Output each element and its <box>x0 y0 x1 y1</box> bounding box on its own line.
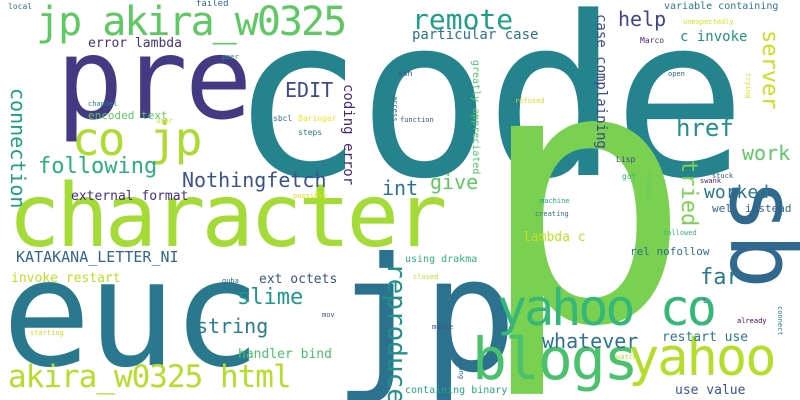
word-trying: trying <box>744 73 751 98</box>
word-channel: channel <box>88 101 118 108</box>
word-lisp: Lisp <box>616 156 635 164</box>
word-baringer: Baringer <box>298 115 337 123</box>
word-use-value: use value <box>675 384 745 397</box>
word-swank: swank <box>700 178 721 185</box>
word-c-invoke: c invoke <box>680 30 747 44</box>
word-creating: creating <box>535 211 569 218</box>
word-ssh: ssh <box>398 70 412 78</box>
word-connect: connect <box>776 306 783 336</box>
word-edit: EDIT <box>285 80 333 100</box>
word-string: string <box>196 316 268 336</box>
word-connection: connection <box>8 88 28 208</box>
word-machine: machine <box>540 198 570 205</box>
word-ext-octets: ext octets <box>259 273 337 286</box>
word-local: local <box>8 3 32 11</box>
word-reproduce: reproduce <box>383 263 409 400</box>
word-far: far <box>700 267 740 289</box>
word-peer: peer <box>222 54 239 61</box>
word-well-instead: well instead <box>712 203 791 214</box>
word-server: server <box>758 30 780 109</box>
word-handler-bind: handler bind <box>238 348 332 361</box>
word-rel-nofollow: rel nofollow <box>630 246 709 257</box>
word-help: help <box>618 9 666 29</box>
word-katakana: KATAKANA_LETTER_NI <box>16 250 179 265</box>
word-already: already <box>737 318 767 325</box>
word-worked: worked <box>704 184 769 202</box>
word-slime: slime <box>237 287 303 309</box>
word-work: work <box>742 143 790 163</box>
word-marco: Marco <box>640 37 664 45</box>
word-l: L <box>703 298 707 305</box>
word-case-complaining: case complaining <box>594 14 608 149</box>
word-error-lambda: error lambda <box>88 37 182 50</box>
word-closed: closed <box>413 274 438 281</box>
word-mov: mov <box>322 312 335 319</box>
word-wrong: wrong <box>457 358 464 379</box>
word-guba: guba <box>222 278 239 285</box>
word-following: following <box>38 156 157 178</box>
word-restart-use: restart use <box>662 331 748 344</box>
word-external-format: external format <box>71 190 188 203</box>
word-containing-binary: containing binary <box>405 386 507 396</box>
word-akira-html: akira_w0325 html <box>8 362 291 393</box>
word-starting: starting <box>30 330 64 337</box>
word-coding-error: coding error <box>341 84 355 185</box>
word-jp-akira: jp akira_w0325 <box>36 2 345 42</box>
word-variable-containing: variable containing <box>664 2 778 12</box>
word-unexpectedly: unexpectedly <box>683 19 734 26</box>
word-user: user <box>156 118 173 125</box>
word-failed: failed <box>196 0 229 9</box>
word-broken: broken <box>645 174 652 199</box>
word-movie: movie <box>432 324 453 331</box>
word-lambda-c: lambda c <box>523 231 586 244</box>
word-href: href <box>676 116 734 140</box>
word-steps: steps <box>298 129 322 137</box>
word-int: int <box>382 178 418 198</box>
word-yahoo-co: yahoo co <box>497 283 714 333</box>
word-tried: tried <box>677 160 699 226</box>
word-whatever: whatever <box>542 331 638 351</box>
word-refused: refused <box>515 98 545 105</box>
word-followed: followed <box>663 230 697 237</box>
word-invoke-restart: invoke restart <box>11 272 121 285</box>
word-open: open <box>668 71 685 78</box>
word-nothingfetch: Nothingfetch <box>182 170 327 190</box>
word-got: got <box>622 173 636 181</box>
word-give: give <box>430 172 478 192</box>
word-particular-case: particular case <box>412 28 538 42</box>
word-greatly-appreciated: greatly appreciated <box>470 60 480 174</box>
word-possibly: possibly <box>293 193 327 200</box>
word-sbcl: sbcl <box>273 115 292 123</box>
word-watch: watch <box>616 354 637 361</box>
word-access: access <box>391 96 398 121</box>
word-function: function <box>400 117 434 124</box>
word-using-drakma: using drakma <box>405 255 477 265</box>
